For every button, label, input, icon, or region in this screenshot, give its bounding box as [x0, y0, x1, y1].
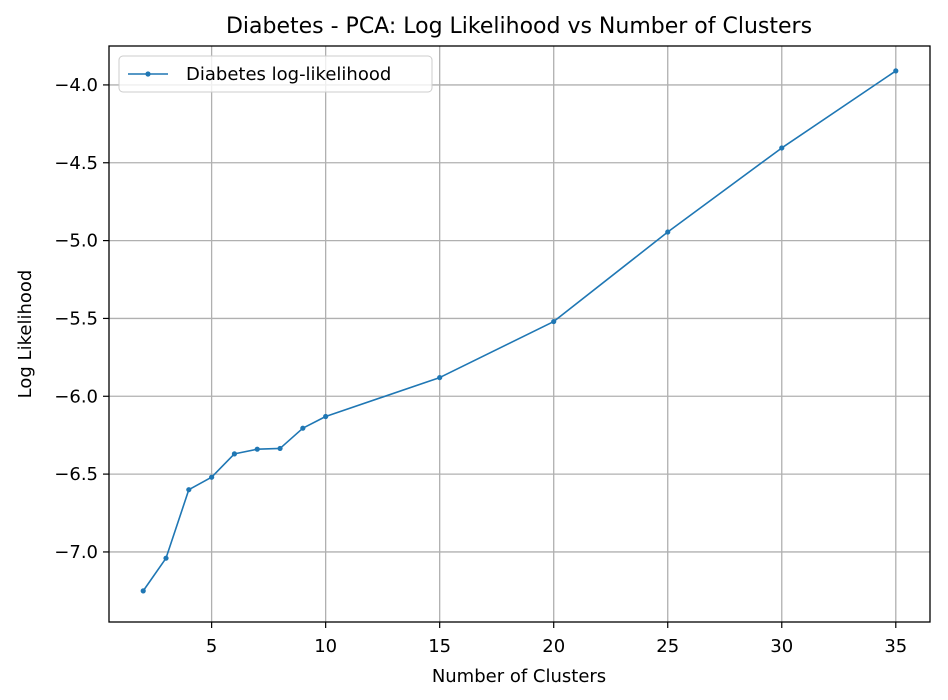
data-point: [254, 446, 260, 452]
data-point: [779, 145, 785, 151]
grid: [109, 46, 930, 622]
y-tick-label: −5.5: [54, 308, 98, 329]
data-point: [209, 474, 215, 480]
y-axis-label: Log Likelihood: [15, 270, 36, 399]
y-tick-label: −4.0: [54, 75, 98, 96]
x-tick-label: 5: [206, 636, 217, 657]
y-tick-label: −7.0: [54, 542, 98, 563]
data-point: [665, 229, 671, 235]
y-tick-label: −6.0: [54, 386, 98, 407]
legend-box: [118, 55, 433, 93]
data-point: [437, 374, 443, 381]
x-tick-label: 15: [428, 636, 451, 657]
chart-title: Diabetes - PCA: Log Likelihood vs Number…: [226, 14, 812, 39]
data-point: [300, 425, 306, 431]
y-tick-label: −6.5: [54, 464, 98, 485]
series-line: [142, 70, 897, 592]
legend: Diabetes log-likelihood: [118, 55, 433, 93]
plot-area-frame: [108, 45, 931, 623]
x-tick-label: 25: [656, 636, 679, 657]
data-point: [163, 555, 169, 561]
x-tick-label: 35: [884, 636, 907, 657]
x-tick-label: 10: [314, 636, 337, 657]
data-point: [277, 445, 283, 452]
data-point: [551, 318, 557, 325]
y-tick-label: −4.5: [54, 153, 98, 174]
data-point: [323, 413, 329, 420]
x-tick-label: 30: [770, 636, 793, 657]
data-point: [140, 588, 146, 594]
legend-marker-swatch: [145, 71, 151, 77]
series-layer: [140, 68, 899, 594]
data-point: [231, 451, 238, 457]
legend-entry-label: Diabetes log-likelihood: [186, 64, 391, 85]
x-axis-label: Number of Clusters: [432, 666, 606, 687]
y-tick-label: −5.0: [54, 231, 98, 252]
data-point: [893, 68, 899, 74]
data-point: [186, 487, 192, 493]
axis-ticks: 5 10 15 20 25 30 35 −7.0 −6.5 −6.0 −5.5 −5.0 −4.5 −4.…: [54, 75, 907, 657]
x-tick-label: 20: [542, 636, 565, 657]
